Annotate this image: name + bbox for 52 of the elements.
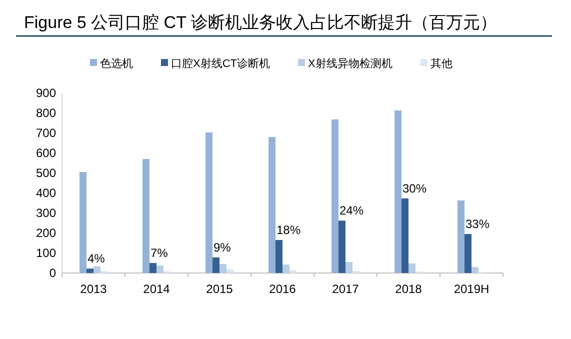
bar — [464, 234, 472, 273]
y-tick-label: 700 — [36, 126, 56, 140]
bar — [268, 137, 276, 273]
legend-label: 口腔X射线CT诊断机 — [171, 57, 270, 70]
y-tick-label: 0 — [49, 266, 56, 280]
bar — [472, 267, 478, 273]
bar — [212, 257, 220, 273]
y-tick-label: 300 — [36, 206, 56, 220]
bar — [332, 119, 338, 273]
x-tick-label: 2018 — [395, 282, 422, 296]
legend-label: 色选机 — [100, 57, 133, 70]
y-tick-label: 100 — [36, 246, 56, 260]
x-tick-label: 2013 — [80, 282, 108, 296]
x-tick-label: 2016 — [269, 282, 296, 296]
annotation: 7% — [150, 246, 168, 260]
y-tick-label: 200 — [36, 226, 56, 240]
legend-label: 其他 — [430, 57, 452, 70]
annotation: 30% — [402, 181, 427, 196]
bar — [402, 198, 408, 273]
x-tick-label: 2019H — [454, 282, 490, 296]
bar — [408, 263, 416, 273]
bar — [276, 240, 282, 273]
bar — [226, 269, 234, 273]
y-tick-label: 400 — [36, 186, 56, 200]
bar — [94, 266, 100, 273]
y-tick-label: 500 — [36, 166, 56, 180]
bar — [80, 172, 86, 273]
bar — [282, 264, 290, 273]
bar — [206, 132, 212, 273]
annotation: 18% — [276, 223, 301, 237]
bar — [346, 262, 352, 273]
bar — [142, 159, 150, 273]
bar — [220, 264, 226, 273]
annotation: 4% — [88, 252, 106, 266]
x-tick-label: 2014 — [143, 282, 170, 296]
chart-title: Figure 5 公司口腔 CT 诊断机业务收入占比不断提升（百万元） — [24, 13, 497, 32]
annotation: 9% — [214, 240, 232, 254]
y-tick-label: 900 — [36, 86, 56, 100]
bar — [150, 263, 156, 273]
y-tick-label: 800 — [36, 106, 56, 120]
bar — [338, 220, 346, 273]
bar — [86, 268, 94, 273]
y-tick-label: 600 — [36, 146, 56, 160]
bar — [290, 270, 296, 273]
annotation: 24% — [340, 204, 364, 218]
x-tick-label: 2017 — [332, 282, 360, 296]
bar — [394, 110, 402, 273]
bar — [458, 200, 464, 273]
x-tick-label: 2015 — [206, 282, 234, 296]
bar — [156, 266, 164, 273]
legend-label: X射线异物检测机 — [308, 57, 392, 70]
annotation: 33% — [466, 217, 490, 231]
